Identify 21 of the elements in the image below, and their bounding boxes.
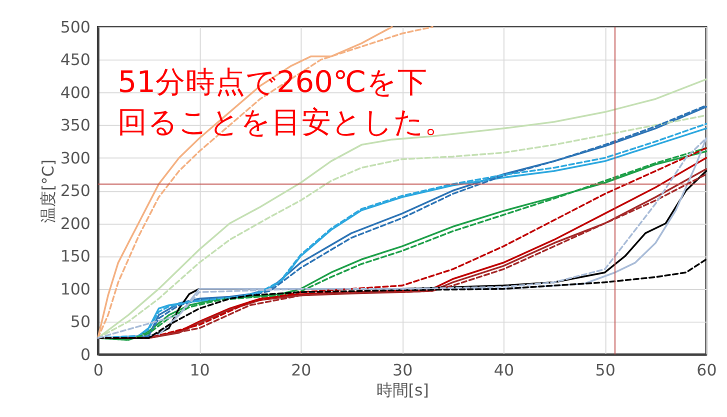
- y-axis-title: 温度[°C]: [38, 159, 58, 223]
- y-tick-label: 100: [60, 279, 91, 298]
- y-tick-label: 0: [80, 344, 91, 364]
- x-axis-title: 時間[s]: [376, 380, 429, 400]
- y-tick-label: 500: [60, 17, 91, 36]
- x-tick-label: 30: [392, 360, 413, 380]
- x-tick-label: 50: [595, 360, 616, 380]
- x-tick-label: 0: [93, 360, 104, 380]
- y-tick-label: 150: [60, 246, 91, 266]
- y-tick-label: 450: [60, 50, 91, 70]
- x-tick-label: 10: [190, 360, 210, 380]
- y-tick-label: 350: [60, 116, 91, 135]
- x-tick-label: 40: [494, 360, 514, 380]
- x-tick-label: 20: [291, 360, 312, 380]
- y-tick-label: 300: [60, 148, 91, 168]
- y-tick-label: 50: [70, 312, 91, 332]
- x-tick-label: 60: [696, 360, 717, 380]
- y-tick-label: 200: [60, 214, 91, 233]
- y-tick-label: 400: [60, 82, 91, 102]
- y-tick-label: 250: [60, 181, 91, 200]
- annotation: 51分時点で260℃を下回ることを目安とした。: [118, 64, 455, 139]
